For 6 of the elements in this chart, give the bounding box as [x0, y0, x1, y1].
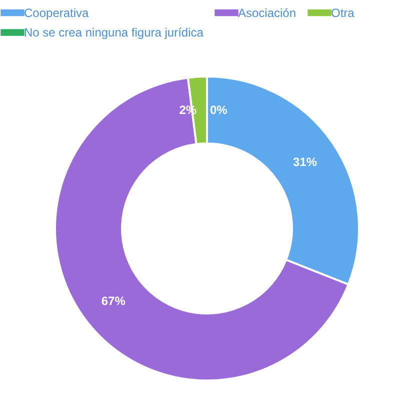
legend-label: Cooperativa — [24, 6, 90, 20]
legend-label: Otra — [331, 6, 355, 20]
data-label: 31% — [292, 154, 318, 169]
data-label: 67% — [101, 294, 126, 308]
text: 0% — [210, 103, 228, 117]
legend-label: No se crea ninguna figura jurídica — [24, 26, 204, 40]
